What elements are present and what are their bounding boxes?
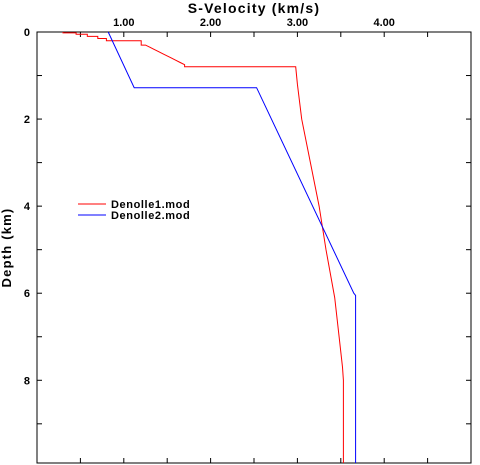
x-tick-label-3: 4.00	[373, 17, 394, 29]
y-axis-label: Depth (km)	[0, 208, 14, 288]
x-tick-label-1: 2.00	[200, 17, 221, 29]
x-tick-label-2: 3.00	[287, 17, 308, 29]
legend-label-0: Denolle1.mod	[111, 199, 190, 211]
y-tick-label-2: 4	[24, 201, 31, 213]
y-tick-label-1: 2	[24, 114, 30, 126]
y-tick-label-0: 0	[24, 27, 30, 39]
x-tick-label-0: 1.00	[113, 17, 134, 29]
legend-label-1: Denolle2.mod	[111, 210, 190, 222]
y-tick-label-3: 6	[24, 288, 30, 300]
x-axis-label: S-Velocity (km/s)	[188, 0, 320, 16]
axis-ticks: 1.00 2.00 3.00 4.00 0 2 4 6 8	[24, 17, 472, 463]
series-lines	[62, 31, 357, 463]
plot-area-frame	[36, 31, 472, 464]
y-tick-label-4: 8	[24, 375, 30, 387]
series-line-denolle2-mod	[107, 31, 357, 463]
series-line-denolle1-mod	[62, 32, 344, 463]
